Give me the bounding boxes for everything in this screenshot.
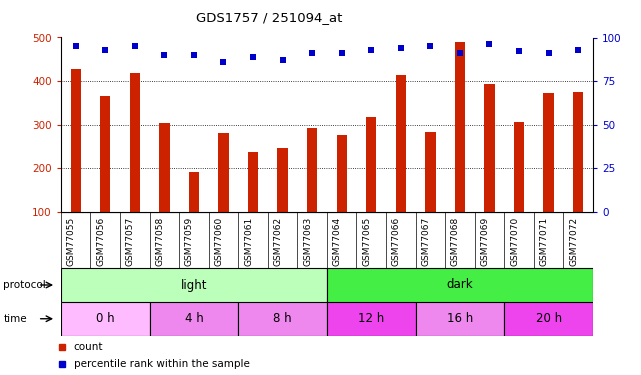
Bar xyxy=(238,302,327,336)
Bar xyxy=(544,93,554,212)
Point xyxy=(307,50,317,56)
Text: GSM77071: GSM77071 xyxy=(540,216,549,266)
Text: percentile rank within the sample: percentile rank within the sample xyxy=(74,359,249,369)
Text: GSM77066: GSM77066 xyxy=(392,216,401,266)
Bar xyxy=(100,96,110,212)
Point xyxy=(189,52,199,58)
Text: 16 h: 16 h xyxy=(447,312,473,325)
Point xyxy=(395,45,406,51)
Point xyxy=(455,50,465,56)
Bar xyxy=(307,128,317,212)
Point xyxy=(159,52,169,58)
Point xyxy=(219,59,229,65)
Bar xyxy=(327,268,593,302)
Bar xyxy=(454,42,465,212)
Bar xyxy=(71,69,81,212)
Text: 8 h: 8 h xyxy=(273,312,292,325)
Text: GSM77056: GSM77056 xyxy=(96,216,105,266)
Text: GSM77067: GSM77067 xyxy=(421,216,430,266)
Bar xyxy=(188,172,199,212)
Text: GSM77060: GSM77060 xyxy=(215,216,224,266)
Bar xyxy=(485,84,495,212)
Bar xyxy=(337,135,347,212)
Bar xyxy=(415,302,504,336)
Bar xyxy=(573,92,583,212)
Bar xyxy=(425,132,435,212)
Bar xyxy=(149,302,238,336)
Text: dark: dark xyxy=(447,279,473,291)
Text: 20 h: 20 h xyxy=(535,312,562,325)
Text: GSM77070: GSM77070 xyxy=(510,216,519,266)
Bar xyxy=(366,117,376,212)
Point xyxy=(485,42,495,48)
Text: GSM77058: GSM77058 xyxy=(155,216,164,266)
Text: GSM77061: GSM77061 xyxy=(244,216,253,266)
Text: protocol: protocol xyxy=(3,280,46,290)
Point xyxy=(366,47,376,53)
Text: GSM77064: GSM77064 xyxy=(333,216,342,266)
Bar xyxy=(129,73,140,212)
Point xyxy=(573,47,583,53)
Text: 4 h: 4 h xyxy=(185,312,203,325)
Bar xyxy=(159,123,169,212)
Text: GSM77057: GSM77057 xyxy=(126,216,135,266)
Point xyxy=(514,48,524,54)
Text: GDS1757 / 251094_at: GDS1757 / 251094_at xyxy=(196,11,342,24)
Bar xyxy=(278,148,288,212)
Text: GSM77065: GSM77065 xyxy=(362,216,371,266)
Text: GSM77059: GSM77059 xyxy=(185,216,194,266)
Point xyxy=(129,43,140,49)
Text: 12 h: 12 h xyxy=(358,312,385,325)
Point xyxy=(100,47,110,53)
Bar xyxy=(248,152,258,212)
Bar xyxy=(504,302,593,336)
Text: time: time xyxy=(3,314,27,324)
Point xyxy=(544,50,554,56)
Text: GSM77072: GSM77072 xyxy=(569,216,578,266)
Bar xyxy=(395,75,406,212)
Point xyxy=(425,43,435,49)
Point xyxy=(337,50,347,56)
Bar xyxy=(61,302,149,336)
Text: count: count xyxy=(74,342,103,352)
Text: 0 h: 0 h xyxy=(96,312,115,325)
Text: GSM77068: GSM77068 xyxy=(451,216,460,266)
Bar xyxy=(514,122,524,212)
Bar xyxy=(327,302,415,336)
Text: light: light xyxy=(181,279,207,291)
Text: GSM77063: GSM77063 xyxy=(303,216,312,266)
Point xyxy=(248,54,258,60)
Point xyxy=(71,43,81,49)
Bar xyxy=(219,132,229,212)
Text: GSM77069: GSM77069 xyxy=(481,216,490,266)
Text: GSM77062: GSM77062 xyxy=(274,216,283,266)
Point xyxy=(278,57,288,63)
Bar xyxy=(61,268,327,302)
Text: GSM77055: GSM77055 xyxy=(67,216,76,266)
